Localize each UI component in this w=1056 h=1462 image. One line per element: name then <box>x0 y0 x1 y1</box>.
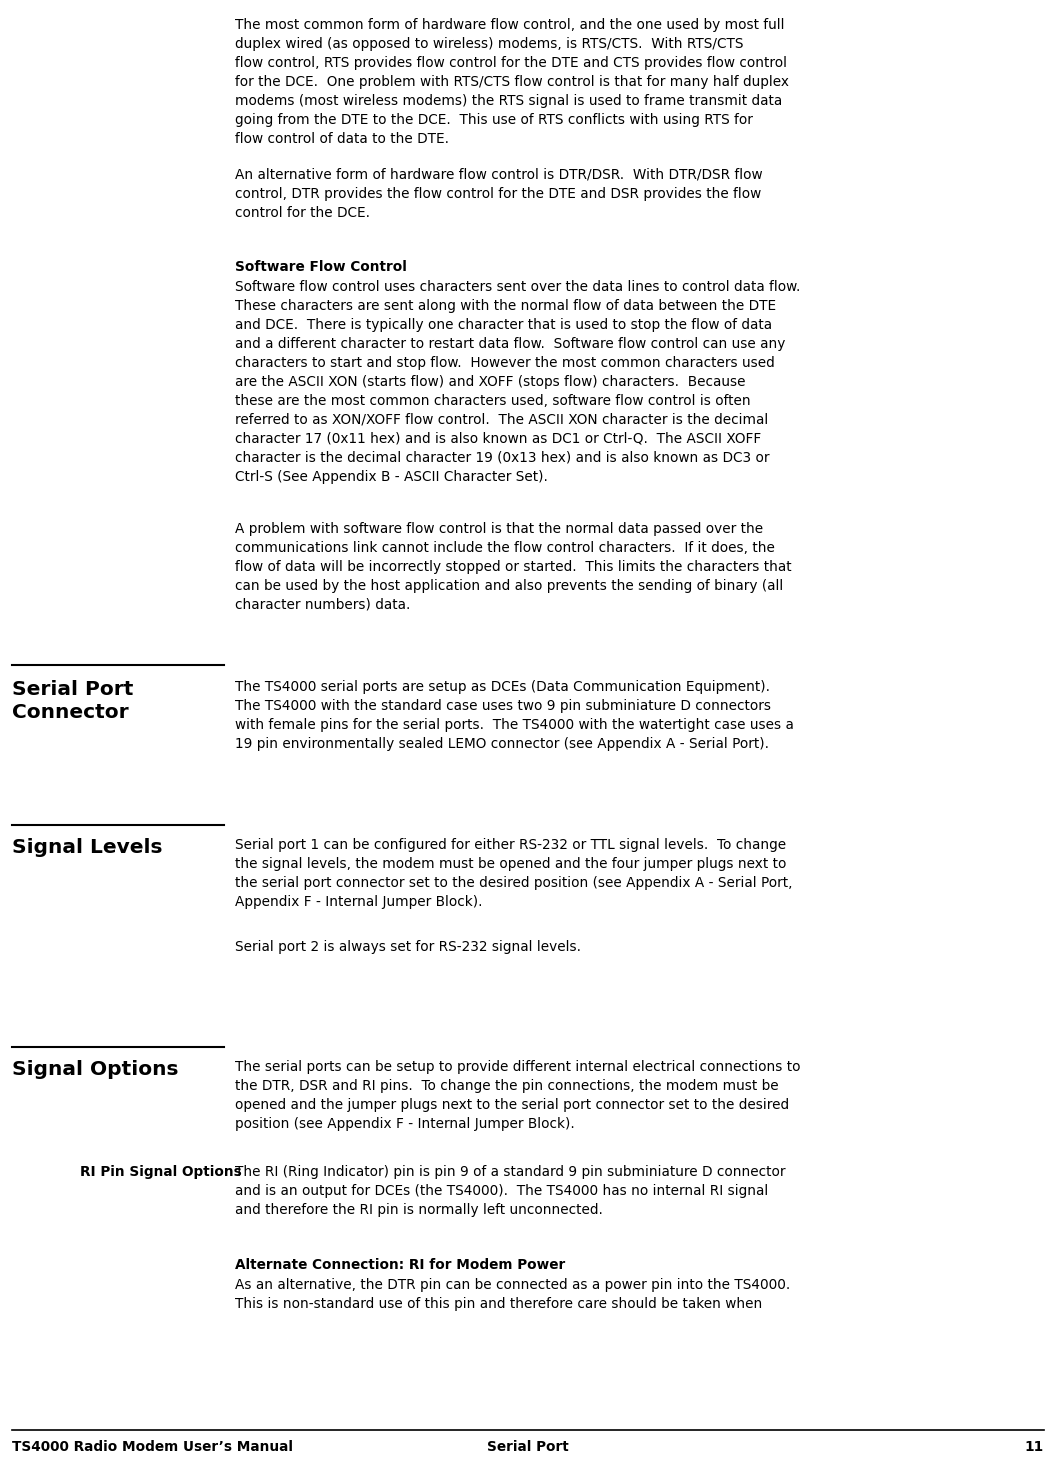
Text: The TS4000 serial ports are setup as DCEs (Data Communication Equipment).
The TS: The TS4000 serial ports are setup as DCE… <box>235 680 794 751</box>
Text: Software flow control uses characters sent over the data lines to control data f: Software flow control uses characters se… <box>235 281 800 484</box>
Text: Serial Port
Connector: Serial Port Connector <box>12 680 133 722</box>
Text: Signal Levels: Signal Levels <box>12 838 163 857</box>
Text: TS4000 Radio Modem User’s Manual: TS4000 Radio Modem User’s Manual <box>12 1440 293 1455</box>
Text: 11: 11 <box>1024 1440 1044 1455</box>
Text: Alternate Connection: RI for Modem Power: Alternate Connection: RI for Modem Power <box>235 1257 565 1272</box>
Text: A problem with software flow control is that the normal data passed over the
com: A problem with software flow control is … <box>235 522 792 611</box>
Text: Serial port 1 can be configured for either RS-232 or TTL signal levels.  To chan: Serial port 1 can be configured for eith… <box>235 838 792 909</box>
Text: Serial Port: Serial Port <box>487 1440 569 1455</box>
Text: The RI (Ring Indicator) pin is pin 9 of a standard 9 pin subminiature D connecto: The RI (Ring Indicator) pin is pin 9 of … <box>235 1165 786 1216</box>
Text: As an alternative, the DTR pin can be connected as a power pin into the TS4000.
: As an alternative, the DTR pin can be co… <box>235 1278 790 1311</box>
Text: The serial ports can be setup to provide different internal electrical connectio: The serial ports can be setup to provide… <box>235 1060 800 1130</box>
Text: Software Flow Control: Software Flow Control <box>235 260 407 273</box>
Text: The most common form of hardware flow control, and the one used by most full
dup: The most common form of hardware flow co… <box>235 18 789 146</box>
Text: Signal Options: Signal Options <box>12 1060 178 1079</box>
Text: RI Pin Signal Options: RI Pin Signal Options <box>80 1165 242 1178</box>
Text: Serial port 2 is always set for RS-232 signal levels.: Serial port 2 is always set for RS-232 s… <box>235 940 581 955</box>
Text: An alternative form of hardware flow control is DTR/DSR.  With DTR/DSR flow
cont: An alternative form of hardware flow con… <box>235 168 762 219</box>
